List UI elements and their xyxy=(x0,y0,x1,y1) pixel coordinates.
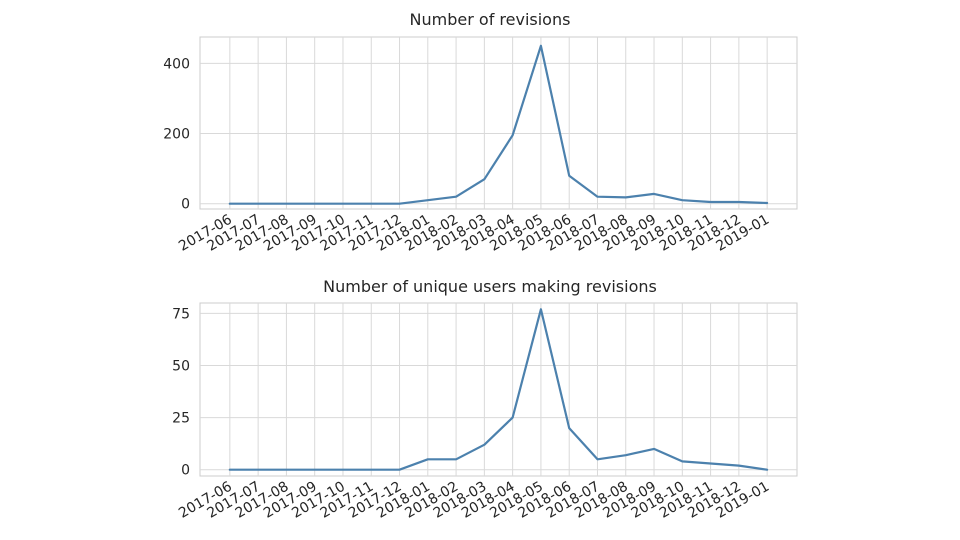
unique-users-y-tick-label: 25 xyxy=(172,411,190,427)
revisions-y-tick-label: 0 xyxy=(181,197,190,213)
unique-users-plot-area xyxy=(199,302,798,477)
revisions-y-tick-label: 200 xyxy=(163,127,190,143)
unique-users-y-tick-label: 0 xyxy=(181,463,190,479)
revisions-series-line xyxy=(228,44,769,205)
revisions-chart: Number of revisions 02004002017-062017-0… xyxy=(163,10,798,255)
revisions-y-tick-label: 400 xyxy=(163,56,190,72)
unique-users-chart-title: Number of unique users making revisions xyxy=(323,277,657,296)
revisions-chart-title: Number of revisions xyxy=(410,10,571,29)
revisions-plot-area xyxy=(199,36,798,210)
unique-users-y-tick-label: 75 xyxy=(172,306,190,322)
unique-users-series-line xyxy=(228,308,769,471)
unique-users-y-tick-label: 50 xyxy=(172,359,190,375)
unique-users-chart: Number of unique users making revisions … xyxy=(172,277,798,522)
